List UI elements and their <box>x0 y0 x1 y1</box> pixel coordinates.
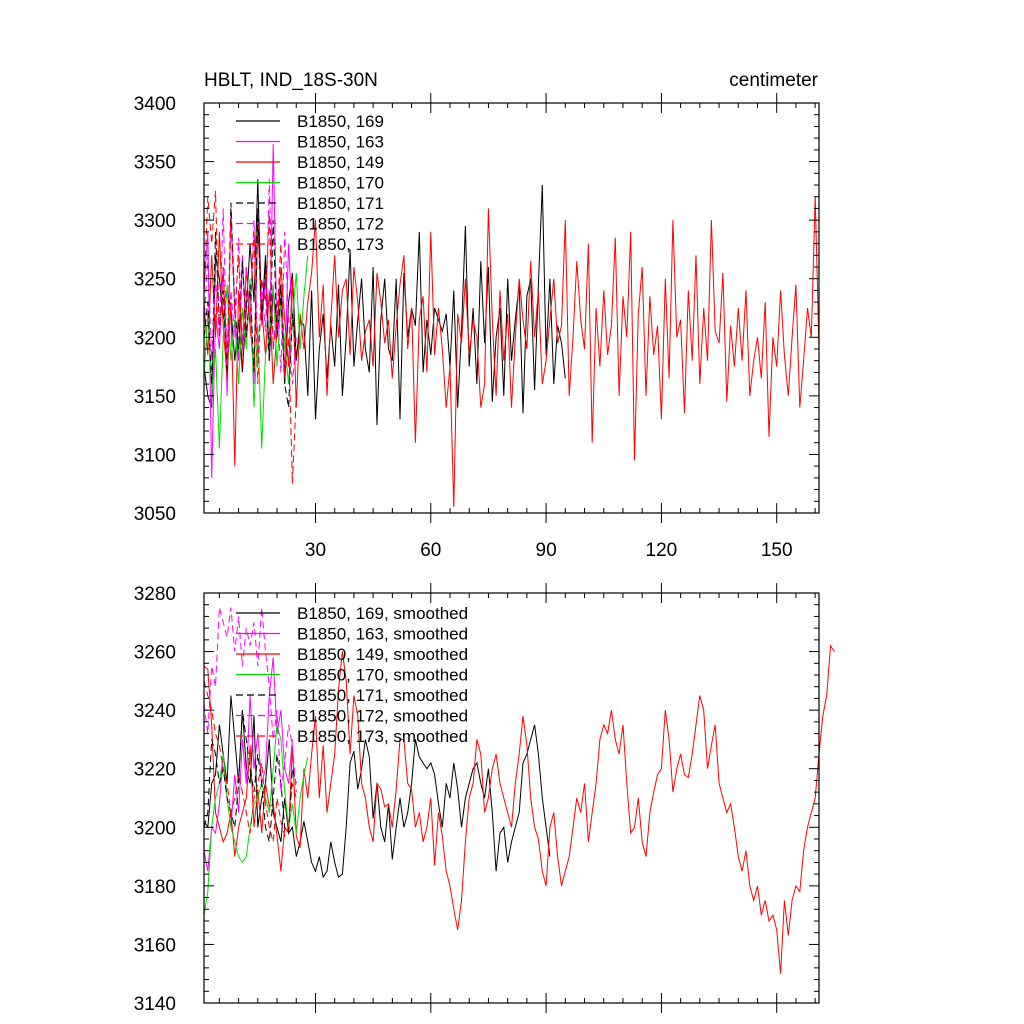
legend-label-1: B1850, 169, smoothed <box>297 604 468 623</box>
legend-label-2: B1850, 163 <box>297 133 384 152</box>
y-tick-label: 3260 <box>134 643 176 664</box>
y-tick-label: 3280 <box>134 584 176 605</box>
legend-label-6: B1850, 172, smoothed <box>297 707 468 726</box>
legend-label-3: B1850, 149, smoothed <box>297 645 468 664</box>
top-panel-title: HBLT, IND_18S-30N <box>204 70 378 91</box>
y-tick-label: 3300 <box>134 211 176 232</box>
legend-label-5: B1850, 171, smoothed <box>297 686 468 705</box>
y-tick-label: 3200 <box>134 818 176 839</box>
y-tick-label: 3250 <box>134 270 176 291</box>
top-panel: HBLT, IND_18S-30N centimeter 3050 3100 315… <box>134 70 820 561</box>
x-tick-label: 90 <box>536 540 557 561</box>
y-tick-label: 3150 <box>134 387 176 408</box>
legend-label-7: B1850, 173, smoothed <box>297 727 468 746</box>
top-panel-units: centimeter <box>729 70 818 91</box>
legend-label-3: B1850, 149 <box>297 153 384 172</box>
y-tick-label: 3180 <box>134 877 176 898</box>
legend-label-2: B1850, 163, smoothed <box>297 625 468 644</box>
y-tick-label: 3160 <box>134 935 176 956</box>
legend-label-7: B1850, 173 <box>297 235 384 254</box>
y-tick-label: 3220 <box>134 760 176 781</box>
series-line-6 <box>203 607 297 793</box>
x-tick-label: 30 <box>305 540 326 561</box>
y-tick-label: 3400 <box>134 94 176 115</box>
bottom-panel-frame <box>203 592 820 1004</box>
legend-label-5: B1850, 171 <box>297 194 384 213</box>
y-tick-label: 3200 <box>134 328 176 349</box>
y-tick-label: 3350 <box>134 153 176 174</box>
legend-label-1: B1850, 169 <box>297 112 384 131</box>
y-tick-label: 3050 <box>134 504 176 525</box>
series-line-3 <box>203 644 835 974</box>
top-panel-frame <box>203 102 820 514</box>
x-tick-label: 60 <box>420 540 441 561</box>
series-line-1 <box>203 179 566 426</box>
x-tick-label: 150 <box>761 540 793 561</box>
legend-label-4: B1850, 170, smoothed <box>297 666 468 685</box>
y-tick-label: 3140 <box>134 994 176 1015</box>
series-line-3 <box>203 196 820 508</box>
y-tick-label: 3100 <box>134 445 176 466</box>
bottom-panel: 3140 3160 3180 3200 3220 3240 3260 3280 B1850, 1… <box>134 583 835 1015</box>
legend-label-4: B1850, 170 <box>297 174 384 193</box>
legend-label-6: B1850, 172 <box>297 215 384 234</box>
x-tick-label: 120 <box>646 540 678 561</box>
series-line-7 <box>203 680 297 843</box>
series-line-4 <box>203 724 309 916</box>
series-line-5 <box>203 202 297 408</box>
y-tick-label: 3240 <box>134 701 176 722</box>
